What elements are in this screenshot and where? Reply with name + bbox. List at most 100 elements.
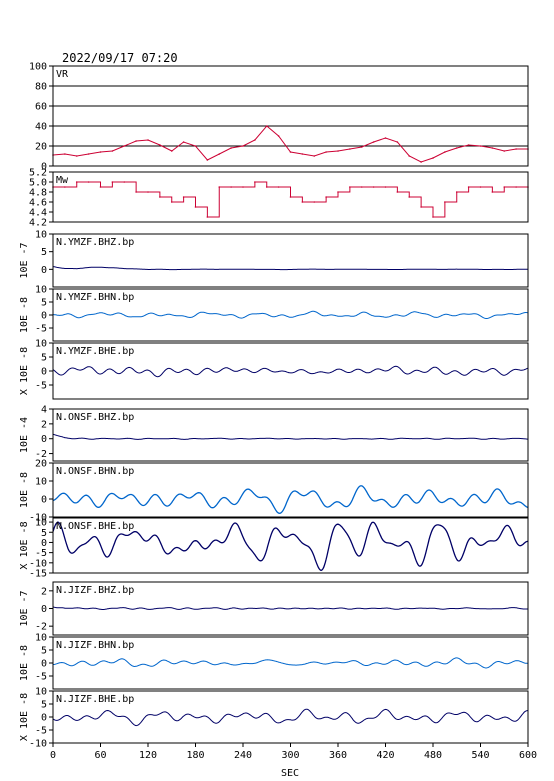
x-tick-label: 0 xyxy=(50,750,56,761)
y-tick-label: -10 xyxy=(29,558,47,569)
data-point xyxy=(230,186,232,188)
data-point xyxy=(372,186,375,188)
data-point xyxy=(111,150,114,152)
y-tick-label: 0 xyxy=(41,713,47,724)
series-line-onsf_bhz xyxy=(52,433,528,440)
x-tick-label: 420 xyxy=(376,750,394,761)
y-tick-label: -15 xyxy=(29,569,47,580)
panel-ymzf_bhe: -5 0 5 10 N.YMZF.BHE.bp X 10E -8 xyxy=(19,339,529,400)
y-tick-label: 4.4 xyxy=(29,208,47,219)
y-tick-label: -5 xyxy=(35,381,47,392)
data-point xyxy=(135,140,137,142)
y-tick-label: 10 xyxy=(35,687,47,698)
x-tick-label: 540 xyxy=(471,750,489,761)
y-tick-label: 0 xyxy=(41,538,47,549)
channel-label: N.ONSF.BHN.bp xyxy=(56,466,134,477)
channel-label: N.ONSF.BHZ.bp xyxy=(56,412,134,423)
panel-jizf_bhe: -10 -5 0 5 10 N.JIZF.BHE.bp X 10E -8 xyxy=(19,687,529,750)
channel-label: N.YMZF.BHE.bp xyxy=(56,346,134,357)
data-point xyxy=(218,153,221,155)
data-point xyxy=(159,196,161,198)
series-line-ymzf_bhe xyxy=(52,365,529,378)
y-tick-label: 4.6 xyxy=(29,198,47,209)
data-point xyxy=(515,186,517,188)
y-tick-label: 5 xyxy=(41,247,47,258)
y-tick-label: 0 xyxy=(41,367,47,378)
data-point xyxy=(75,181,78,183)
x-axis-label: SEC xyxy=(281,768,299,779)
series-line-jizf_bhn xyxy=(53,657,529,669)
data-point xyxy=(503,186,506,188)
panel-vr: 0 20 40 60 80 100 VR xyxy=(29,62,529,173)
data-point xyxy=(182,196,185,198)
data-point xyxy=(408,155,411,157)
y-tick-label: 80 xyxy=(35,82,47,93)
y-tick-label: 60 xyxy=(35,102,47,113)
series-line-ymzf_bhn xyxy=(53,310,529,319)
data-point xyxy=(444,151,446,153)
channel-label: N.YMZF.BHN.bp xyxy=(56,292,134,303)
series-line-onsf_bhn xyxy=(52,485,529,514)
data-point xyxy=(372,141,375,143)
data-point xyxy=(455,147,458,149)
data-point xyxy=(277,135,280,137)
data-point xyxy=(170,150,173,152)
y-tick-label: -2 xyxy=(35,449,47,460)
x-tick-label: 240 xyxy=(234,750,252,761)
data-point xyxy=(206,216,209,218)
data-point xyxy=(360,146,363,148)
data-point xyxy=(182,141,185,143)
y-tick-label: 4 xyxy=(41,405,47,416)
channel-label: N.JIZF.BHE.bp xyxy=(56,694,134,705)
data-point xyxy=(515,148,517,150)
series-line-ymzf_bhz xyxy=(52,266,529,271)
x-tick-label: 300 xyxy=(281,750,299,761)
x-tick-label: 120 xyxy=(139,750,157,761)
data-point xyxy=(408,196,411,198)
data-point xyxy=(147,191,149,193)
panel-frame xyxy=(52,171,529,223)
y-tick-label: -10 xyxy=(29,513,47,524)
y-tick-label: 10 xyxy=(35,518,47,529)
x-axis: 0 60 120 180 240 300 360 420 480 540 600 xyxy=(50,743,537,761)
y-tick-label: -10 xyxy=(29,739,47,750)
y-tick-label: 0 xyxy=(41,265,47,276)
panel-onsf_bhz: -2 0 2 4 N.ONSF.BHZ.bp 10E -4 xyxy=(19,405,529,462)
y-tick-label: 20 xyxy=(35,142,47,153)
y-tick-label: 10 xyxy=(35,230,47,241)
channel-label: N.YMZF.BHZ.bp xyxy=(56,237,134,248)
y-axis-unit-label: X 10E -8 xyxy=(19,693,30,741)
data-point xyxy=(289,151,292,153)
panel-frame xyxy=(52,462,529,518)
data-point xyxy=(289,196,292,198)
y-tick-label: 5 xyxy=(41,646,47,657)
y-tick-label: 20 xyxy=(35,459,47,470)
y-tick-label: 5.2 xyxy=(29,168,47,179)
channel-label: N.ONSF.BHE.bp xyxy=(56,521,134,532)
series-line-jizf_bhe xyxy=(52,708,528,727)
y-tick-label: -5 xyxy=(35,548,47,559)
y-tick-label: 100 xyxy=(29,62,47,73)
data-point xyxy=(337,150,339,152)
x-tick-label: 360 xyxy=(329,750,347,761)
panel-ymzf_bhn: -5 0 5 10 N.YMZF.BHN.bp 10E -8 xyxy=(19,285,529,342)
series-line-mw xyxy=(53,181,528,218)
data-point xyxy=(396,191,399,193)
y-tick-label: 5 xyxy=(41,528,47,539)
data-point xyxy=(420,161,422,163)
y-axis-unit-label: 10E -8 xyxy=(19,645,30,681)
data-point xyxy=(206,159,209,161)
data-point xyxy=(503,150,506,152)
y-tick-label: 0 xyxy=(41,495,47,506)
y-tick-label: 2 xyxy=(41,419,47,430)
data-point xyxy=(337,191,339,193)
data-point xyxy=(301,153,304,155)
x-tick-label: 600 xyxy=(519,750,537,761)
y-tick-label: 4.8 xyxy=(29,188,47,199)
data-point xyxy=(349,186,351,188)
y-tick-label: 0 xyxy=(41,434,47,445)
data-point xyxy=(301,201,304,203)
data-point xyxy=(218,186,221,188)
